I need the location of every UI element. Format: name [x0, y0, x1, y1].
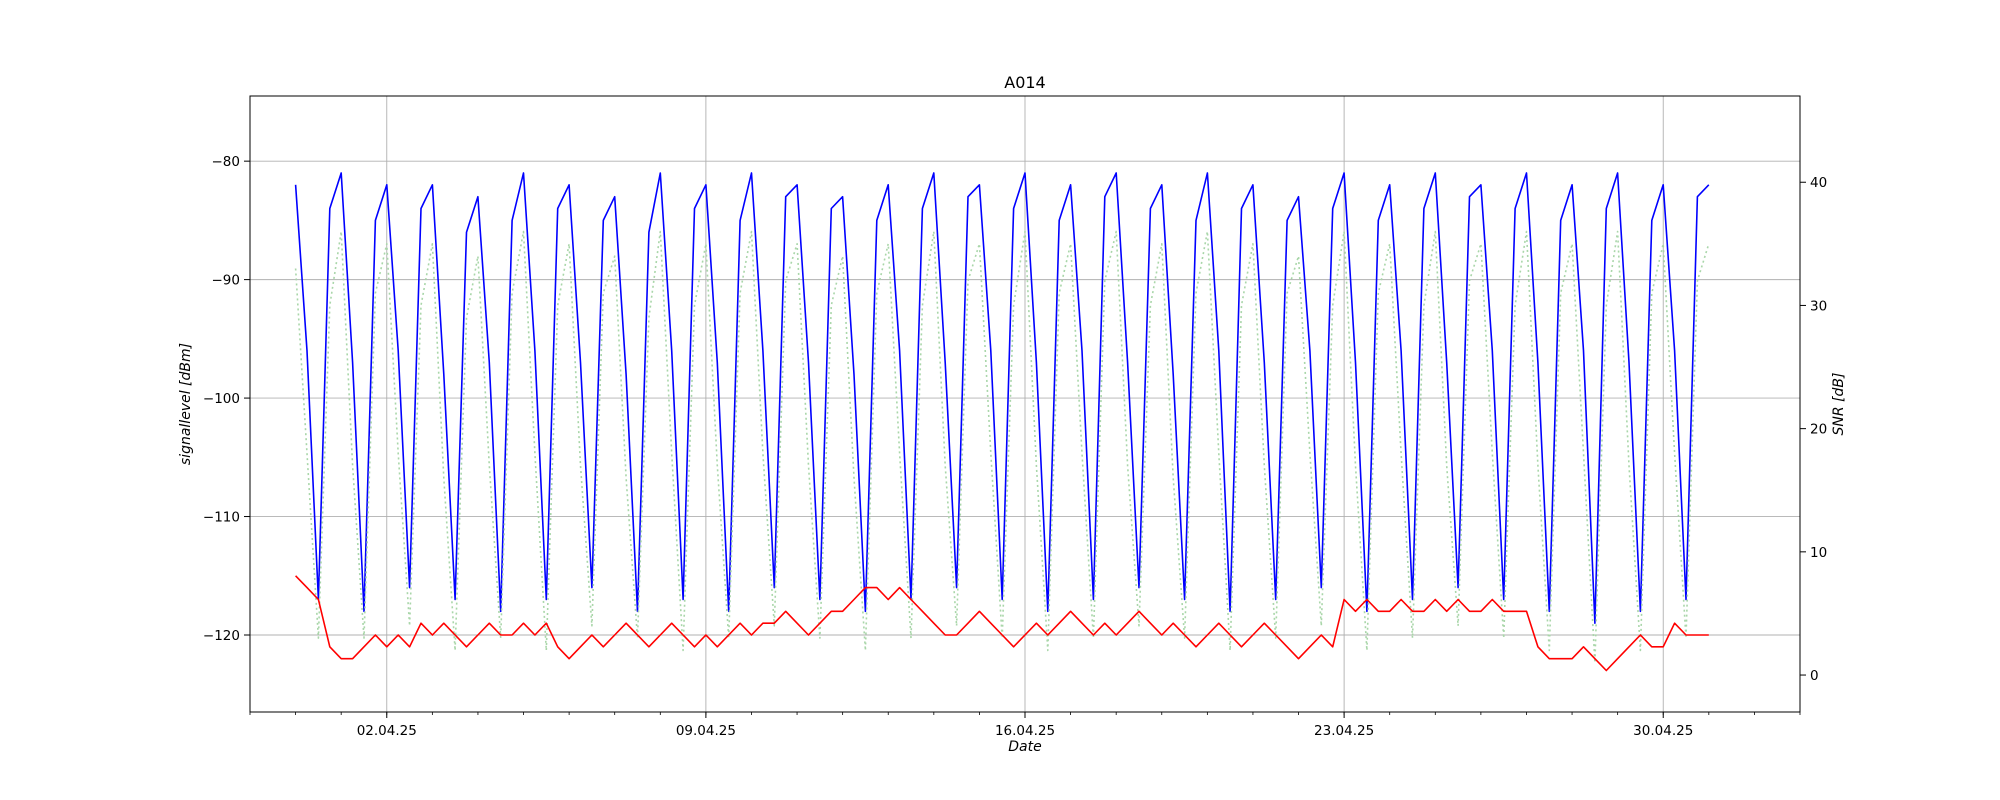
y-axis-left-title: signallevel [dBm] — [178, 343, 194, 465]
x-tick-label: 23.04.25 — [1314, 723, 1374, 739]
y-tick-label-left: −80 — [212, 154, 241, 170]
series-group — [294, 172, 1710, 672]
x-tick-label: 09.04.25 — [676, 723, 736, 739]
y-axis-right-title: SNR [dB] — [1831, 373, 1847, 436]
axis-ticks: 02.04.25 09.04.25 16.04.25 23.04.25 30.04.25… — [203, 154, 1827, 739]
x-axis-title: Date — [1008, 739, 1041, 755]
plot-frame — [249, 95, 1801, 713]
y-tick-label-left: −100 — [203, 391, 240, 407]
x-tick-label: 30.04.25 — [1633, 723, 1693, 739]
chart-title: A014 — [1004, 73, 1045, 92]
y-tick-label-right: 40 — [1810, 175, 1827, 191]
y-tick-label-left: −120 — [203, 628, 240, 644]
y-tick-label-left: −110 — [203, 510, 240, 526]
y-tick-label-left: −90 — [212, 273, 241, 289]
x-tick-label: 16.04.25 — [995, 723, 1055, 739]
y-tick-label-right: 10 — [1810, 545, 1827, 561]
y-tick-label-right: 30 — [1810, 298, 1827, 314]
x-tick-label: 02.04.25 — [357, 723, 417, 739]
signal-level-series — [294, 172, 1710, 625]
noise-level-series — [295, 575, 1709, 672]
y-tick-label-right: 20 — [1810, 422, 1827, 438]
y-tick-label-right: 0 — [1810, 668, 1819, 684]
